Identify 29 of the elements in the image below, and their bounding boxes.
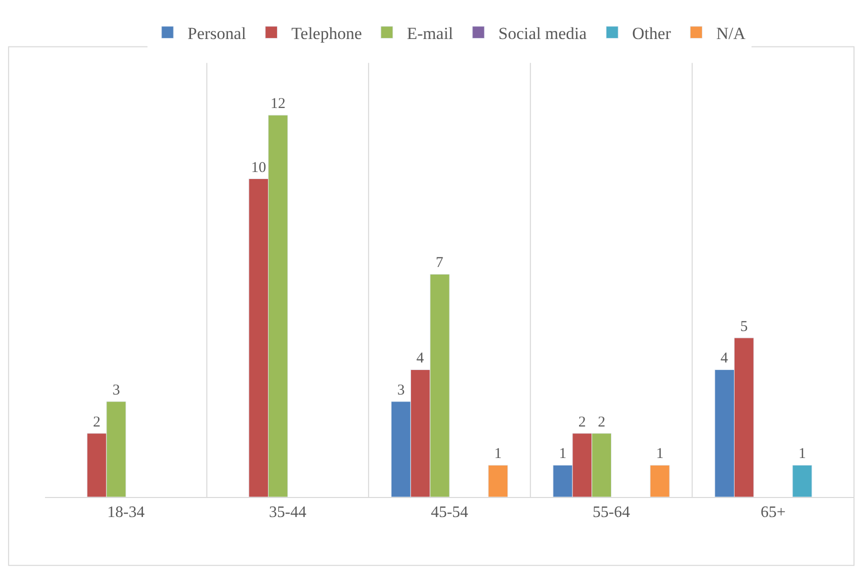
legend-label: Telephone [291, 24, 362, 43]
legend-label: Social media [498, 24, 588, 43]
data-label: 3 [112, 382, 120, 399]
data-label: 1 [559, 446, 567, 462]
bar [650, 464, 670, 497]
data-label: 5 [740, 318, 748, 335]
x-tick-label: 55-64 [592, 504, 630, 522]
data-label: 2 [578, 414, 586, 430]
x-tick-label: 18-34 [107, 504, 145, 522]
data-label: 1 [798, 446, 806, 462]
data-label: 10 [251, 160, 266, 176]
data-label: 2 [598, 414, 606, 430]
legend-label: E-mail [406, 24, 454, 43]
legend-label: Other [632, 24, 672, 43]
data-label: 7 [436, 255, 444, 272]
data-label: 4 [416, 350, 424, 367]
data-label: 2 [93, 414, 101, 430]
data-label: 1 [494, 446, 502, 462]
bar [792, 464, 812, 497]
x-tick-label: 45-54 [430, 504, 468, 522]
data-label: 4 [720, 350, 729, 367]
data-label: 1 [656, 446, 664, 462]
x-tick-label: 65+ [760, 504, 786, 522]
data-label: 12 [270, 96, 286, 112]
x-tick-label: 35-44 [269, 504, 306, 522]
data-label: 3 [397, 382, 405, 399]
legend-label: N/A [716, 24, 746, 43]
legend-label: Personal [188, 24, 246, 43]
bar [488, 464, 508, 497]
